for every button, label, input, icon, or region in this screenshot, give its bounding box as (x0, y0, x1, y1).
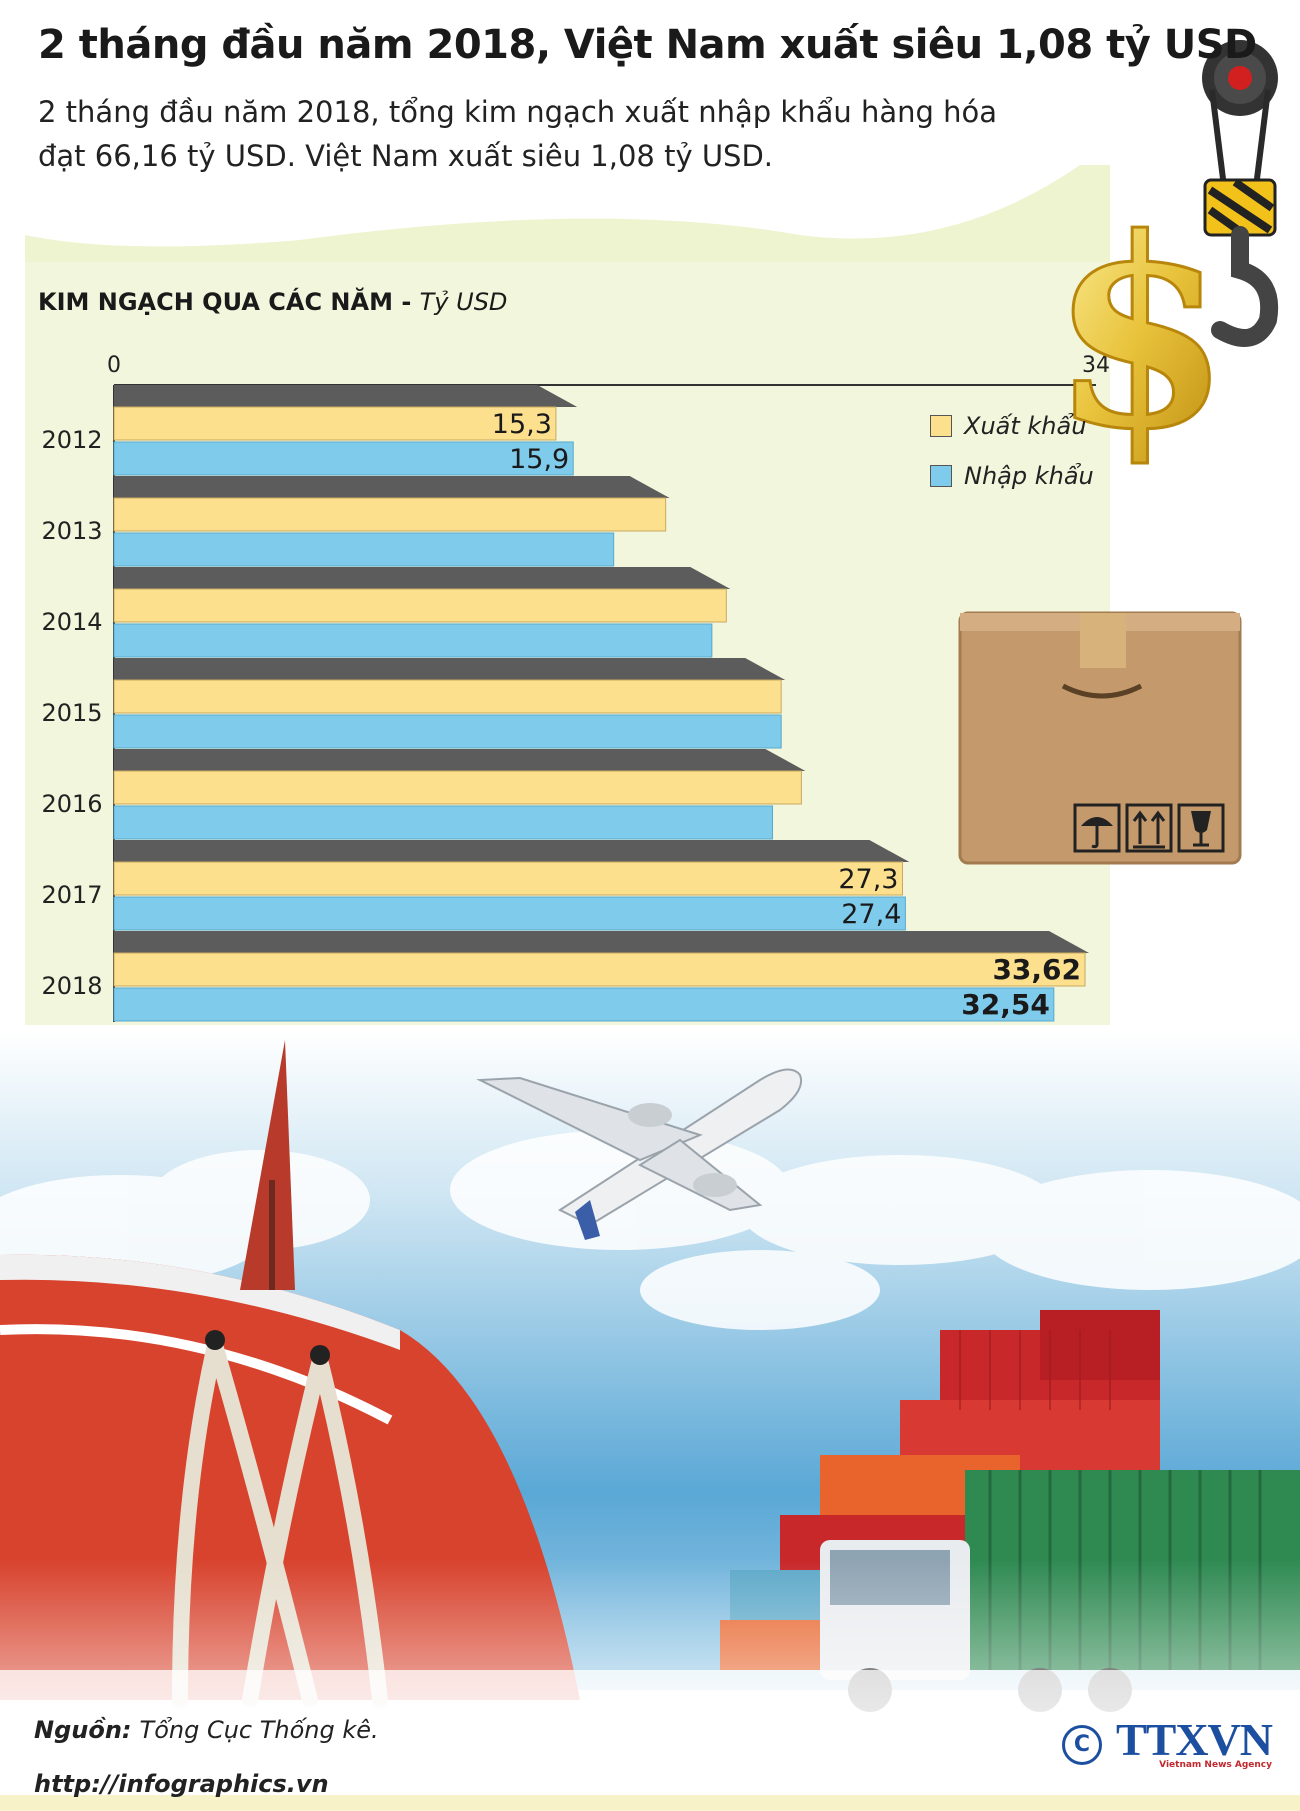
bar-separator (114, 840, 910, 862)
legend-swatch-import (930, 465, 952, 487)
legend-item-import: Nhập khẩu (930, 462, 1094, 490)
data-label: 27,3 (838, 864, 898, 895)
bar-separator (114, 931, 1090, 953)
legend-label-export: Xuất khẩu (964, 412, 1087, 440)
bar-import (113, 623, 713, 658)
category-label: 2012 (41, 426, 102, 454)
bar-import (113, 987, 1055, 1022)
bar-export (113, 861, 903, 896)
category-label: 2014 (41, 608, 102, 636)
crane-hook-dollar-icon: $ (1049, 40, 1279, 489)
fragile-glass-icon (1177, 803, 1225, 853)
category-label: 2018 (41, 972, 102, 1000)
bar-export (113, 406, 557, 441)
category-label: 2016 (41, 790, 102, 818)
umbrella-icon (1073, 803, 1121, 853)
source-label: Nguồn: (34, 1716, 132, 1744)
category-label: 2013 (41, 517, 102, 545)
bar-export (113, 497, 667, 532)
data-label: 33,62 (992, 953, 1081, 986)
chart-title-main: KIM NGẠCH QUA CÁC NĂM - (38, 288, 420, 316)
chart-title: KIM NGẠCH QUA CÁC NĂM - Tỷ USD (38, 288, 507, 316)
bar-import (113, 896, 906, 931)
page-subtitle: 2 tháng đầu năm 2018, tổng kim ngạch xuấ… (38, 95, 998, 173)
data-label: 15,9 (509, 444, 569, 475)
axis-tick-label: 0 (107, 353, 121, 378)
page-title: 2 tháng đầu năm 2018, Việt Nam xuất siêu… (38, 22, 1257, 68)
copyright-icon: C (1061, 1725, 1102, 1765)
website-url[interactable]: http://infographics.vn (34, 1770, 329, 1798)
bar-import (113, 805, 774, 840)
bar-export (113, 952, 1086, 987)
ttxvn-logo: C TTXVN Vietnam News Agency (1061, 1714, 1273, 1770)
bar-export (113, 770, 802, 805)
this-way-up-icon (1125, 803, 1173, 853)
bar-separator (114, 476, 670, 498)
data-label: 32,54 (961, 988, 1050, 1021)
bar-export (113, 588, 727, 623)
data-label: 27,4 (841, 899, 901, 930)
source-note: Nguồn: Tổng Cục Thống kê. (34, 1716, 379, 1744)
legend-label-import: Nhập khẩu (964, 462, 1094, 490)
cardboard-box-icon (958, 611, 1242, 865)
bar-export (113, 679, 782, 714)
bar-separator (114, 567, 731, 589)
bar-separator (114, 385, 578, 407)
source-value: Tổng Cục Thống kê. (139, 1716, 379, 1744)
category-label: 2017 (41, 881, 102, 909)
bar-import (113, 714, 782, 749)
legend-item-export: Xuất khẩu (930, 412, 1086, 440)
bar-separator (114, 749, 806, 771)
category-label: 2015 (41, 699, 102, 727)
logo-text: TTXVN (1115, 1714, 1273, 1765)
svg-text:$: $ (1050, 182, 1231, 487)
bar-import (113, 441, 574, 476)
bar-chart: 0 34 2012 15,3 15,9 2013 2014 2015 2016 2017 27,3 2… (41, 353, 1110, 1022)
bar-separator (114, 658, 786, 680)
data-label: 15,3 (492, 409, 552, 440)
logo-subtext: Vietnam News Agency (1159, 1760, 1272, 1770)
axis-tick-label: 34 (1082, 353, 1110, 378)
chart-unit: Tỷ USD (419, 288, 508, 316)
legend-swatch-export (930, 415, 952, 437)
bar-import (113, 532, 615, 567)
